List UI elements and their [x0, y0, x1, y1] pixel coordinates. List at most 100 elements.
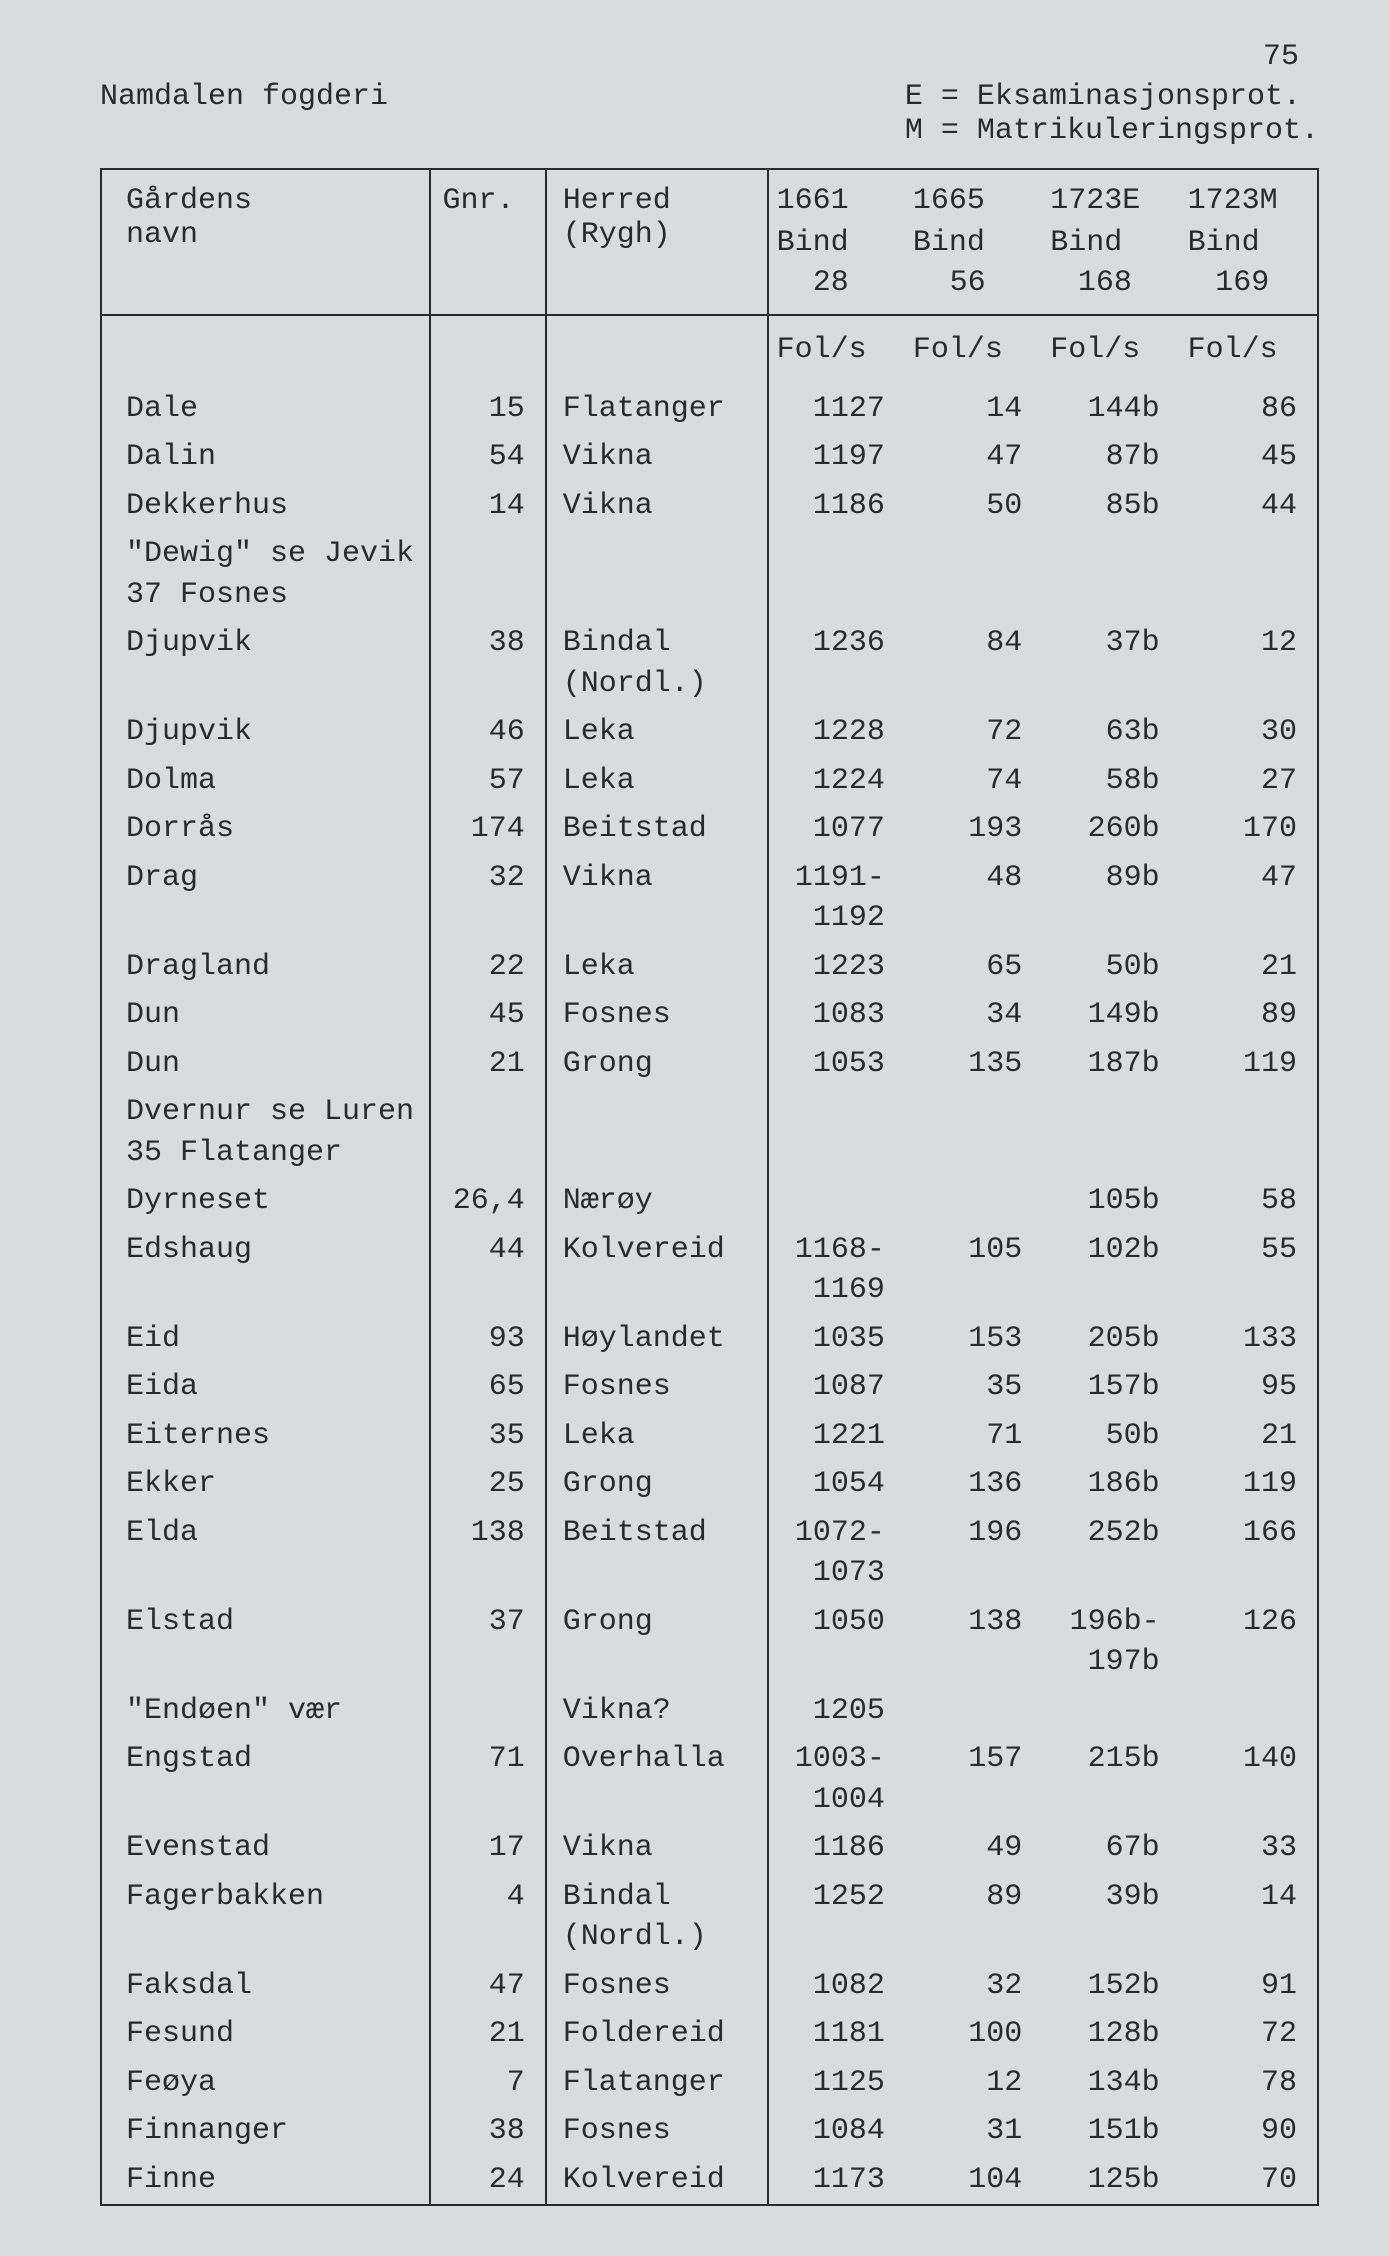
cell-c1: 1050 — [768, 1598, 905, 1687]
cell-c3: 134b — [1042, 2059, 1179, 2108]
cell-c3: 187b — [1042, 1040, 1179, 1089]
cell-herred: Fosnes — [546, 1363, 768, 1412]
table-row: "Dewig" se Jevik 37 Fosnes — [102, 530, 1317, 619]
legend-line-2: M = Matrikuleringsprot. — [905, 114, 1319, 148]
table-row: Dekkerhus14Vikna11865085b44 — [102, 482, 1317, 531]
cell-c1: 1083 — [768, 991, 905, 1040]
cell-herred: Nærøy — [546, 1177, 768, 1226]
cell-gnr: 45 — [430, 991, 546, 1040]
table-row: Dalin54Vikna11974787b45 — [102, 433, 1317, 482]
cell-name: Eida — [102, 1363, 430, 1412]
cell-gnr: 22 — [430, 943, 546, 992]
col-header-1723m-line2: Bind — [1180, 222, 1317, 264]
cell-herred: Vikna? — [546, 1687, 768, 1736]
cell-name: Elda — [102, 1509, 430, 1598]
cell-name: Feøya — [102, 2059, 430, 2108]
cell-c2: 49 — [905, 1824, 1042, 1873]
cell-herred: Grong — [546, 1598, 768, 1687]
cell-c3 — [1042, 1687, 1179, 1736]
cell-name: Dekkerhus — [102, 482, 430, 531]
cell-c2: 74 — [905, 757, 1042, 806]
cell-gnr: 44 — [430, 1226, 546, 1315]
cell-c4 — [1180, 530, 1317, 619]
table-row: Evenstad17Vikna11864967b33 — [102, 1824, 1317, 1873]
cell-herred: Kolvereid — [546, 1226, 768, 1315]
cell-c2: 72 — [905, 708, 1042, 757]
data-table: Gårdens navn Gnr. Herred (Rygh) 1661 166… — [102, 170, 1317, 2204]
cell-herred: Overhalla — [546, 1735, 768, 1824]
cell-herred: Vikna — [546, 482, 768, 531]
header-line: Namdalen fogderi E = Eksaminasjonsprot. … — [100, 80, 1319, 148]
cell-c1: 1223 — [768, 943, 905, 992]
cell-herred — [546, 1088, 768, 1177]
cell-c2: 193 — [905, 805, 1042, 854]
cell-gnr: 46 — [430, 708, 546, 757]
table-row: Dun45Fosnes108334149b89 — [102, 991, 1317, 1040]
cell-herred: Vikna — [546, 433, 768, 482]
table-row: "Endøen" værVikna?1205 — [102, 1687, 1317, 1736]
cell-c1: 1252 — [768, 1873, 905, 1962]
cell-c3: 37b — [1042, 619, 1179, 708]
col-header-1723e-line2: Bind — [1042, 222, 1179, 264]
cell-herred — [546, 530, 768, 619]
table-row: Dvernur se Luren 35 Flatanger — [102, 1088, 1317, 1177]
cell-c2: 50 — [905, 482, 1042, 531]
col-header-herred-line2: (Rygh) — [563, 218, 671, 252]
cell-c4: 86 — [1180, 385, 1317, 434]
cell-gnr: 26,4 — [430, 1177, 546, 1226]
cell-c2: 14 — [905, 385, 1042, 434]
cell-gnr: 32 — [430, 854, 546, 943]
cell-name: Djupvik — [102, 708, 430, 757]
cell-c3: 260b — [1042, 805, 1179, 854]
cell-c4: 140 — [1180, 1735, 1317, 1824]
cell-c4: 45 — [1180, 433, 1317, 482]
cell-c3: 157b — [1042, 1363, 1179, 1412]
table-row: Edshaug44Kolvereid1168- 1169105102b55 — [102, 1226, 1317, 1315]
cell-name: Drag — [102, 854, 430, 943]
cell-c1: 1035 — [768, 1315, 905, 1364]
table-row: Elda138Beitstad1072- 1073196252b166 — [102, 1509, 1317, 1598]
fols-c4: Fol/s — [1180, 315, 1317, 385]
col-header-name: Gårdens navn — [102, 170, 430, 315]
cell-c2: 47 — [905, 433, 1042, 482]
table-row: Dale15Flatanger112714144b86 — [102, 385, 1317, 434]
cell-name: Edshaug — [102, 1226, 430, 1315]
fols-c2: Fol/s — [905, 315, 1042, 385]
cell-c3: 50b — [1042, 943, 1179, 992]
cell-c3: 50b — [1042, 1412, 1179, 1461]
cell-c2: 105 — [905, 1226, 1042, 1315]
cell-name: Dale — [102, 385, 430, 434]
table-row: Dragland22Leka12236550b21 — [102, 943, 1317, 992]
col-header-1723e-line3: 168 — [1042, 264, 1179, 315]
cell-gnr: 4 — [430, 1873, 546, 1962]
cell-gnr — [430, 1687, 546, 1736]
cell-c2: 12 — [905, 2059, 1042, 2108]
cell-c4: 27 — [1180, 757, 1317, 806]
cell-gnr: 7 — [430, 2059, 546, 2108]
cell-c4: 47 — [1180, 854, 1317, 943]
cell-c4: 133 — [1180, 1315, 1317, 1364]
cell-c3: 125b — [1042, 2156, 1179, 2205]
cell-c1: 1224 — [768, 757, 905, 806]
cell-gnr: 71 — [430, 1735, 546, 1824]
col-header-name-line1: Gårdens — [126, 184, 252, 218]
table-row: Eiternes35Leka12217150b21 — [102, 1412, 1317, 1461]
table-row: Dun21Grong1053135187b119 — [102, 1040, 1317, 1089]
cell-c2: 104 — [905, 2156, 1042, 2205]
table-row: Elstad37Grong1050138196b- 197b126 — [102, 1598, 1317, 1687]
cell-c2: 100 — [905, 2010, 1042, 2059]
cell-gnr: 38 — [430, 619, 546, 708]
cell-name: Eid — [102, 1315, 430, 1364]
col-header-1661-line2: Bind — [768, 222, 905, 264]
cell-c1: 1186 — [768, 1824, 905, 1873]
cell-c2: 135 — [905, 1040, 1042, 1089]
col-header-1665-line1: 1665 — [905, 170, 1042, 222]
cell-gnr: 21 — [430, 1040, 546, 1089]
cell-c4: 55 — [1180, 1226, 1317, 1315]
cell-c1: 1084 — [768, 2107, 905, 2156]
cell-c1: 1173 — [768, 2156, 905, 2205]
col-header-1665-line2: Bind — [905, 222, 1042, 264]
table-row: Finne24Kolvereid1173104125b70 — [102, 2156, 1317, 2205]
cell-c4: 30 — [1180, 708, 1317, 757]
cell-c3: 252b — [1042, 1509, 1179, 1598]
